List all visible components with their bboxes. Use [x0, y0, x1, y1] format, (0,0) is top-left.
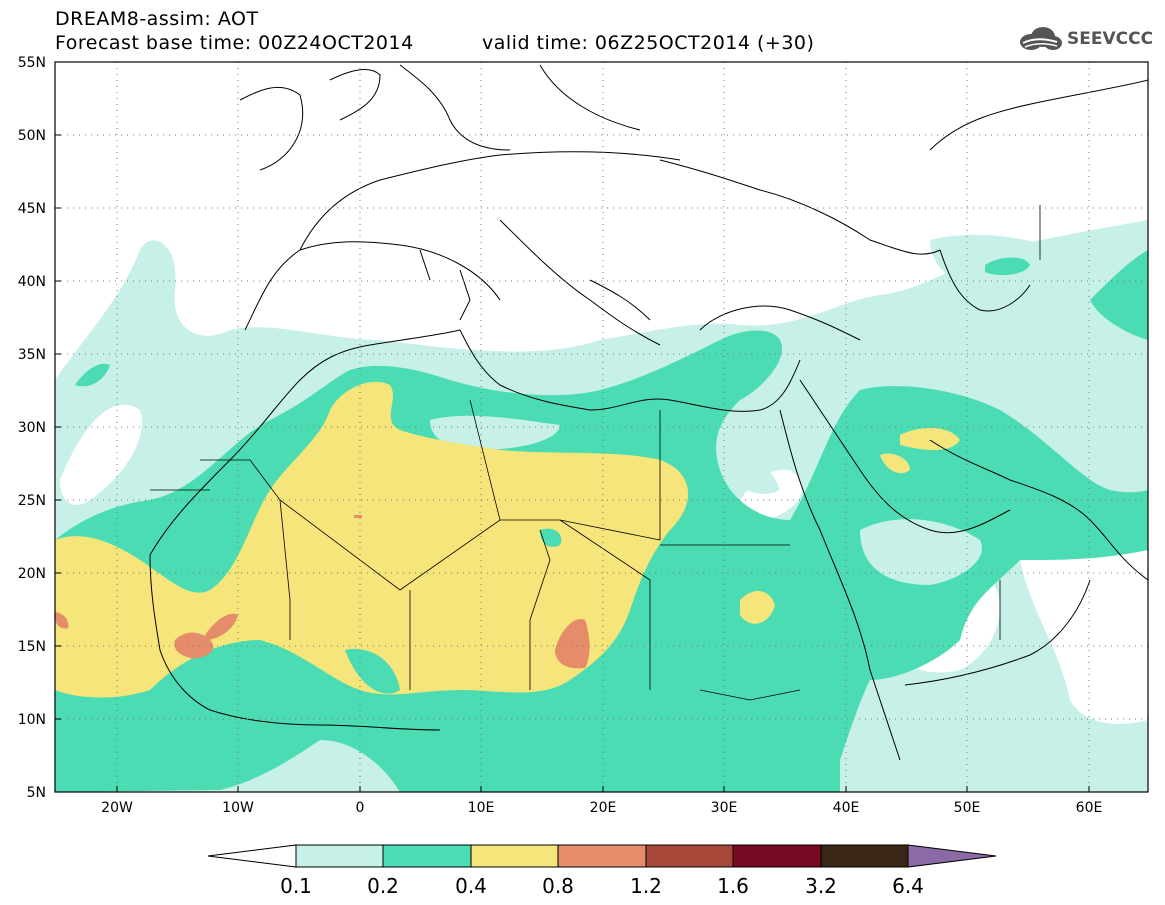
- colorbar-label: 6.4: [892, 874, 924, 898]
- lon-label: 10E: [468, 800, 495, 816]
- lat-label: 10N: [18, 712, 46, 728]
- colorbar-swatch: [295, 844, 384, 868]
- lon-label: 30E: [711, 800, 738, 816]
- lat-label: 35N: [18, 347, 46, 363]
- lon-label: 20E: [590, 800, 617, 816]
- colorbar: [207, 844, 997, 868]
- colorbar-label: 0.4: [455, 874, 487, 898]
- aot-level-0-4: [55, 381, 689, 698]
- lon-label: 20W: [101, 800, 133, 816]
- colorbar-label: 3.2: [805, 874, 837, 898]
- lon-label: 50E: [954, 800, 981, 816]
- colorbar-swatch: [382, 844, 472, 868]
- lon-label: 40E: [833, 800, 860, 816]
- seevccc-logo: SEEVCCC: [1017, 26, 1153, 52]
- lat-label: 5N: [27, 785, 46, 801]
- lon-label: 60E: [1076, 800, 1103, 816]
- lon-label: 0: [356, 800, 365, 816]
- country-borders: [150, 205, 1041, 701]
- colorbar-labels: 0.1 0.2 0.4 0.8 1.2 1.6 3.2 6.4: [280, 874, 924, 898]
- colorbar-low-triangle: [207, 844, 297, 868]
- graticule: [55, 62, 1148, 792]
- lat-label: 50N: [18, 128, 46, 144]
- coastlines: [149, 64, 1148, 761]
- colorbar-high-triangle: [907, 844, 997, 868]
- logo-text: SEEVCCC: [1067, 29, 1154, 49]
- latitude-labels: 55N 50N 45N 40N 35N 30N 25N 20N 15N 10N …: [18, 55, 46, 801]
- lat-label: 15N: [18, 639, 46, 655]
- axis-ticks: [55, 61, 1090, 793]
- longitude-labels: 20W 10W 0 10E 20E 30E 40E 50E 60E: [101, 800, 1102, 816]
- lat-label: 55N: [18, 55, 46, 71]
- lat-label: 45N: [18, 201, 46, 217]
- lon-label: 10W: [222, 800, 254, 816]
- lat-label: 30N: [18, 420, 46, 436]
- valid-time: valid time: 06Z25OCT2014 (+30): [482, 32, 815, 54]
- colorbar-swatch: [557, 844, 647, 868]
- colorbar-swatch: [732, 844, 822, 868]
- lat-label: 40N: [18, 274, 46, 290]
- lat-label: 25N: [18, 493, 46, 509]
- colorbar-label: 0.1: [280, 874, 312, 898]
- colorbar-label: 0.8: [542, 874, 574, 898]
- colorbar-label: 1.6: [717, 874, 749, 898]
- lat-label: 20N: [18, 566, 46, 582]
- forecast-base-time: Forecast base time: 00Z24OCT2014: [55, 32, 414, 54]
- aot-field: [55, 220, 1148, 792]
- colorbar-swatch: [645, 844, 734, 868]
- cloud-logo-icon: [1020, 27, 1062, 50]
- aot-level-0-1-east: [930, 230, 1148, 312]
- map-title: DREAM8-assim: AOT: [55, 8, 259, 30]
- colorbar-label: 1.2: [630, 874, 662, 898]
- colorbar-label: 0.2: [367, 874, 399, 898]
- aot-level-0-8: [555, 619, 590, 669]
- colorbar-swatch: [470, 844, 559, 868]
- colorbar-swatch: [820, 844, 909, 868]
